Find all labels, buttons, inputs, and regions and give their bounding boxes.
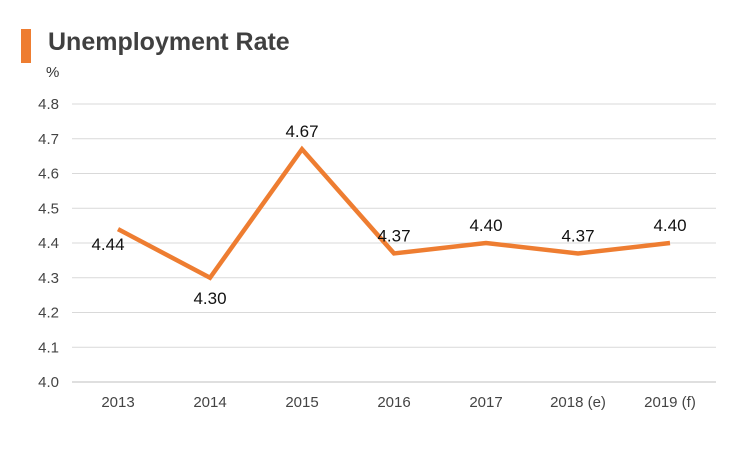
y-axis-ticks: 4.0 4.1 4.2 4.3 4.4 4.5 4.6 4.7 4.8 (38, 96, 59, 391)
y-tick-label: 4.1 (38, 339, 59, 356)
data-label: 4.30 (193, 289, 226, 308)
y-tick-label: 4.6 (38, 166, 59, 183)
x-tick-label: 2019 (f) (644, 394, 696, 411)
chart-title: Unemployment Rate (48, 28, 290, 56)
data-label: 4.40 (653, 216, 686, 235)
y-tick-label: 4.7 (38, 131, 59, 148)
y-tick-label: 4.0 (38, 374, 59, 391)
title-accent-bar (21, 29, 31, 63)
x-tick-label: 2015 (285, 394, 318, 411)
y-tick-label: 4.5 (38, 200, 59, 217)
x-tick-label: 2013 (101, 394, 134, 411)
data-label: 4.37 (561, 226, 594, 245)
y-tick-label: 4.8 (38, 96, 59, 113)
x-tick-label: 2018 (e) (550, 394, 606, 411)
x-tick-label: 2016 (377, 394, 410, 411)
series-line-path (116, 145, 671, 281)
gridlines (72, 103, 716, 383)
y-axis-unit-label: % (46, 64, 60, 81)
x-tick-label: 2017 (469, 394, 502, 411)
y-tick-label: 4.3 (38, 270, 59, 287)
y-tick-label: 4.2 (38, 305, 59, 322)
data-labels: 4.44 4.30 4.67 4.37 4.40 4.37 4.40 (91, 122, 686, 308)
data-label: 4.37 (377, 226, 410, 245)
x-axis-ticks: 2013 2014 2015 2016 2017 2018 (e) 2019 (f) (101, 394, 696, 411)
x-tick-label: 2014 (193, 394, 226, 411)
y-tick-label: 4.4 (38, 235, 59, 252)
series-line (116, 145, 671, 281)
data-label: 4.67 (285, 122, 318, 141)
data-label: 4.40 (469, 216, 502, 235)
data-label: 4.44 (91, 235, 124, 254)
